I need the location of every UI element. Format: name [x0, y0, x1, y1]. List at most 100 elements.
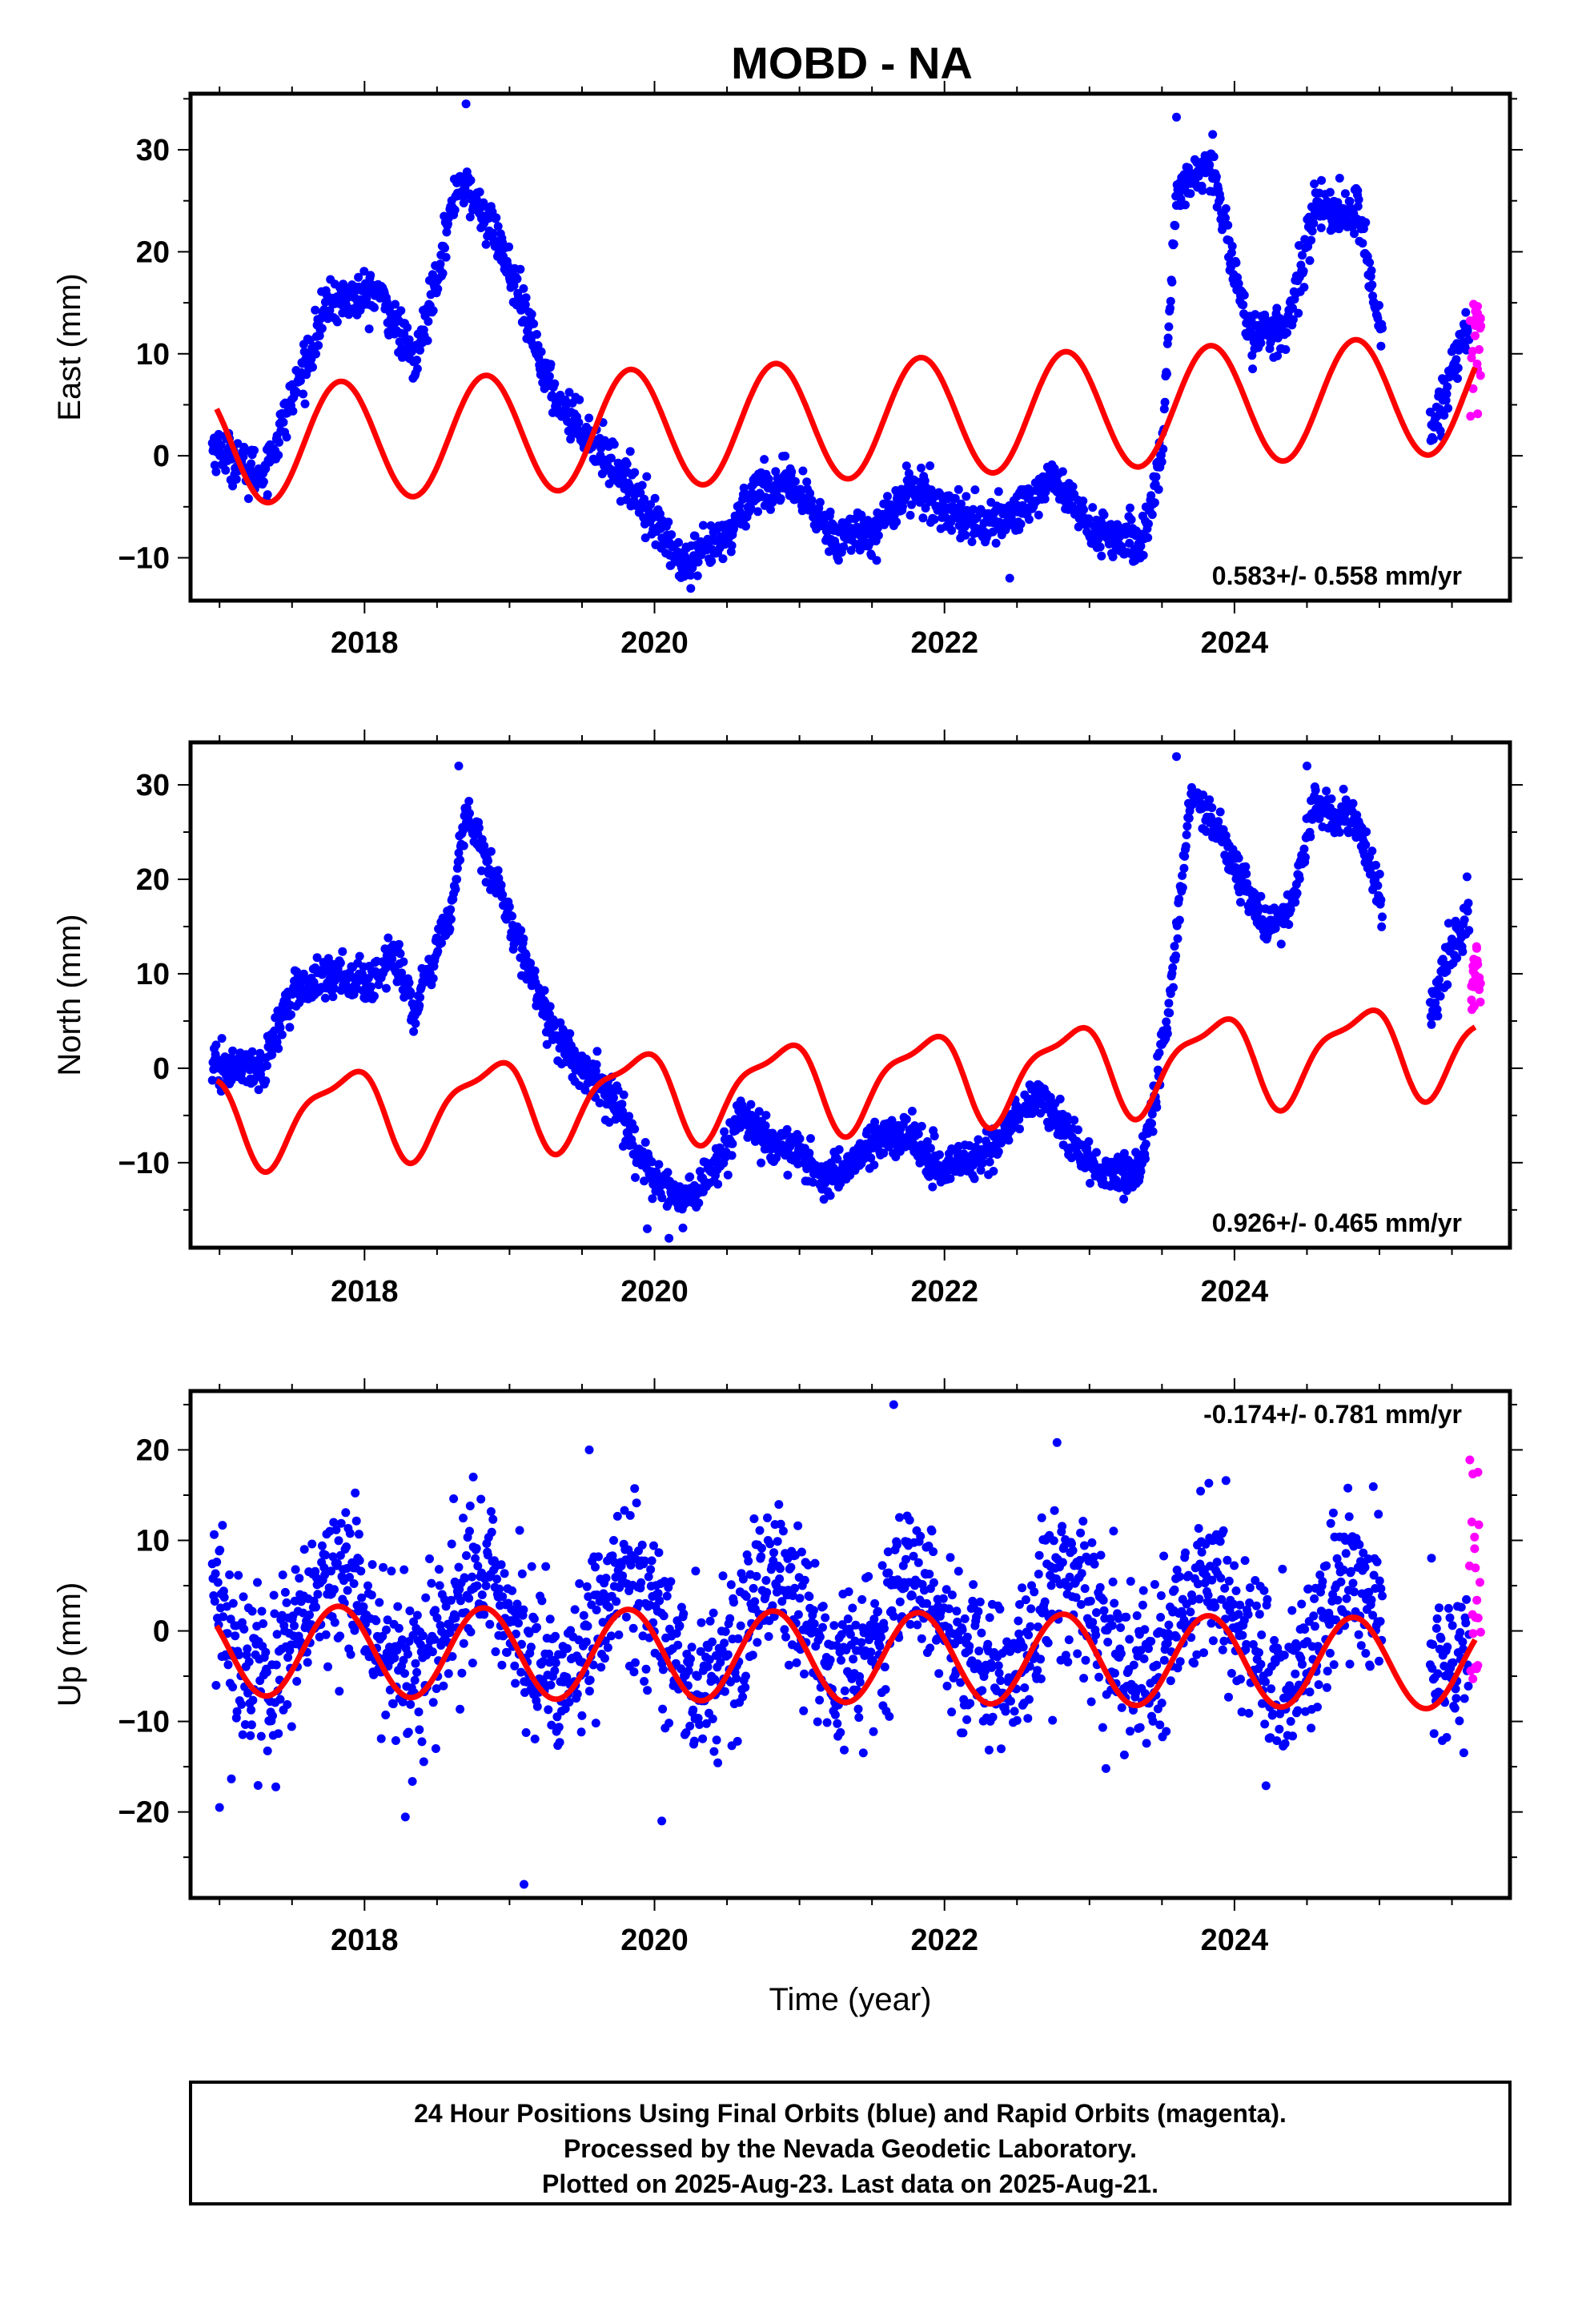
- data-point: [1199, 790, 1208, 800]
- data-point: [1325, 187, 1335, 197]
- data-point: [228, 1046, 238, 1055]
- data-point: [904, 468, 913, 478]
- data-point: [382, 1625, 391, 1634]
- data-point: [1307, 235, 1316, 245]
- data-point: [512, 274, 522, 283]
- data-point: [926, 1144, 935, 1153]
- data-point: [657, 1193, 667, 1203]
- y-tick-label: −10: [118, 1706, 170, 1739]
- data-point: [783, 1170, 793, 1180]
- data-point: [351, 1516, 361, 1526]
- data-point: [761, 1111, 771, 1120]
- data-point: [1353, 186, 1363, 195]
- rate-label: 0.926+/- 0.465 mm/yr: [1212, 1208, 1462, 1237]
- data-point: [430, 1634, 440, 1644]
- data-point: [869, 1160, 879, 1170]
- data-point: [592, 1605, 601, 1614]
- data-point: [517, 1569, 527, 1578]
- data-point: [686, 584, 696, 593]
- data-point: [1309, 219, 1319, 228]
- data-point: [698, 1734, 708, 1743]
- data-point: [1198, 186, 1207, 195]
- data-point: [544, 372, 554, 381]
- data-point: [720, 1127, 729, 1136]
- data-point: [444, 1669, 453, 1679]
- data-point: [614, 1630, 624, 1639]
- data-point: [504, 902, 514, 911]
- data-point: [1317, 175, 1327, 185]
- y-axis-label: North (mm): [52, 914, 87, 1076]
- rapid-orbit-points: [1465, 300, 1486, 421]
- data-point: [1169, 983, 1178, 992]
- data-point: [554, 1723, 564, 1732]
- data-point: [1310, 179, 1319, 189]
- data-point: [454, 1562, 464, 1572]
- data-point: [642, 472, 652, 481]
- x-tick-label: 2018: [331, 1924, 399, 1957]
- data-point: [529, 319, 539, 328]
- data-point: [727, 1151, 737, 1160]
- data-point: [720, 1687, 729, 1696]
- rapid-point: [1469, 300, 1478, 309]
- data-point: [283, 1700, 292, 1709]
- data-point: [394, 939, 404, 949]
- data-point: [575, 1579, 584, 1588]
- data-point: [356, 1566, 366, 1576]
- data-point: [412, 1610, 422, 1620]
- data-point: [400, 1812, 410, 1822]
- data-point: [394, 1623, 404, 1633]
- data-point: [664, 517, 673, 527]
- data-point: [393, 1602, 403, 1611]
- x-tick-label: 2024: [1201, 1275, 1269, 1309]
- data-point: [484, 1550, 492, 1560]
- data-point: [863, 516, 873, 525]
- data-point: [274, 450, 283, 460]
- data-point: [210, 460, 219, 470]
- data-point: [441, 1602, 451, 1611]
- data-point: [330, 1618, 339, 1627]
- data-point: [1040, 494, 1050, 504]
- data-point: [647, 1556, 656, 1566]
- data-point: [357, 1593, 367, 1602]
- data-point: [698, 521, 708, 530]
- data-point: [712, 1735, 721, 1745]
- data-point: [672, 1629, 681, 1638]
- data-point: [665, 1719, 674, 1728]
- data-point: [631, 1172, 640, 1182]
- data-point: [1234, 279, 1243, 288]
- rapid-point: [1473, 959, 1483, 969]
- data-point: [412, 1667, 422, 1677]
- data-point: [481, 239, 491, 249]
- data-point: [1221, 830, 1231, 840]
- data-point: [716, 1658, 725, 1667]
- data-point: [502, 1648, 512, 1657]
- data-point: [1154, 485, 1163, 494]
- data-point: [687, 1642, 697, 1652]
- data-point: [532, 330, 541, 339]
- data-point: [754, 1107, 764, 1116]
- data-point: [240, 1720, 250, 1729]
- data-point: [516, 926, 526, 935]
- data-point: [317, 1541, 327, 1550]
- data-point: [833, 556, 843, 565]
- data-point: [781, 452, 790, 460]
- data-point: [213, 1578, 223, 1587]
- data-point: [212, 1558, 222, 1566]
- data-point: [404, 1727, 413, 1737]
- data-point: [1162, 369, 1171, 379]
- data-point: [504, 242, 514, 251]
- data-point: [527, 1562, 536, 1571]
- data-point: [907, 1107, 917, 1116]
- data-point: [391, 1736, 400, 1745]
- data-point: [1442, 389, 1452, 399]
- data-point: [750, 1597, 760, 1606]
- data-point: [1165, 1008, 1174, 1018]
- data-point: [447, 1539, 456, 1549]
- data-point: [465, 809, 474, 818]
- data-point: [689, 1705, 698, 1715]
- data-point: [1439, 411, 1449, 420]
- data-point: [376, 1734, 386, 1743]
- y-axis-label: Up (mm): [52, 1582, 87, 1707]
- data-point: [468, 1572, 477, 1582]
- data-point: [452, 863, 462, 873]
